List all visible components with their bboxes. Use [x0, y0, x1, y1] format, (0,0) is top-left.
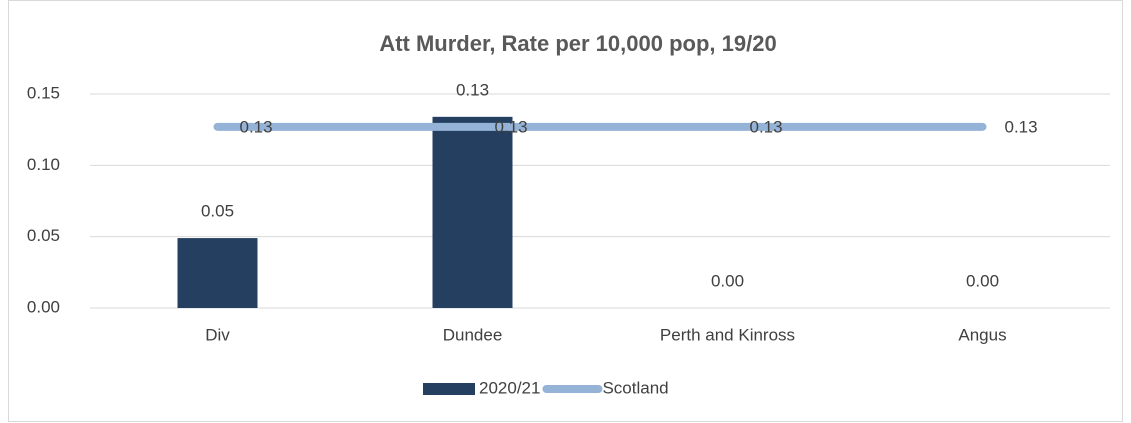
data-label: 0.13 [495, 117, 528, 136]
x-tick-label: Div [205, 325, 230, 344]
y-tick-label: 0.05 [27, 226, 60, 245]
legend-label: 2020/21 [479, 378, 540, 397]
data-label: 0.00 [711, 271, 744, 290]
legend-swatch [423, 383, 475, 395]
legend-label: Scotland [602, 378, 668, 397]
y-tick-label: 0.15 [27, 83, 60, 102]
data-label: 0.13 [1005, 117, 1038, 136]
y-tick-label: 0.00 [27, 297, 60, 316]
x-tick-label: Perth and Kinross [660, 325, 795, 344]
data-label: 0.13 [240, 117, 273, 136]
chart-border [8, 0, 1123, 422]
chart-title: Att Murder, Rate per 10,000 pop, 19/20 [379, 31, 776, 56]
data-label: 0.13 [750, 117, 783, 136]
bar [432, 116, 513, 309]
data-label: 0.05 [201, 202, 234, 221]
x-tick-label: Angus [958, 325, 1006, 344]
data-label: 0.00 [966, 271, 999, 290]
data-label: 0.13 [456, 80, 489, 99]
bar [177, 238, 258, 308]
x-tick-label: Dundee [443, 325, 503, 344]
y-tick-label: 0.10 [27, 155, 60, 174]
